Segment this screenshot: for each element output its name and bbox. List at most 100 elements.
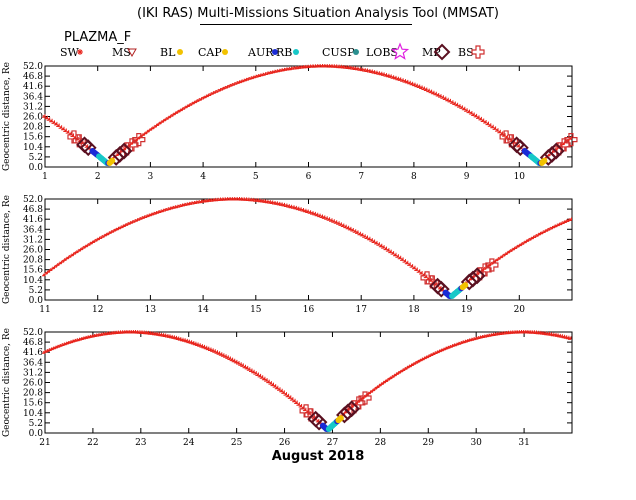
sw-point (383, 246, 387, 251)
y-tick-label: 52.0 (23, 195, 43, 205)
sw-point (350, 66, 354, 70)
sw-point (317, 64, 321, 68)
sw-point (121, 330, 126, 334)
sw-point (113, 330, 117, 335)
sw-point (222, 86, 226, 90)
sw-point (106, 331, 111, 335)
sw-point (319, 64, 323, 68)
sw-point (65, 341, 70, 345)
sw-point (568, 217, 572, 221)
sw-point (302, 208, 307, 213)
sw-point (390, 75, 395, 79)
sw-point (286, 204, 290, 208)
sw-trace (42, 330, 572, 429)
sw-point (473, 113, 478, 118)
x-tick-label: 13 (145, 305, 157, 315)
sw-point (516, 143, 520, 148)
sw-point (281, 390, 285, 394)
sw-point (286, 67, 290, 71)
y-tick-label: 5.2 (29, 286, 43, 296)
sw-point (241, 197, 245, 201)
sw-point (423, 87, 428, 91)
sw-point (445, 97, 449, 102)
sw-point (251, 369, 255, 374)
sw-point (487, 123, 492, 127)
sw-point (383, 73, 387, 77)
sw-point (345, 65, 350, 69)
sw-point (458, 341, 462, 345)
legend-symbol-bl (177, 49, 183, 55)
mp-crossing (543, 146, 561, 163)
y-tick-label: 20.8 (23, 256, 43, 266)
sw-point (177, 204, 181, 208)
sw-point (244, 365, 249, 370)
y-tick-label: 15.6 (23, 133, 43, 143)
sw-point (419, 271, 423, 275)
sw-point (216, 351, 221, 355)
sw-point (61, 126, 65, 131)
sw-point (295, 206, 300, 211)
legend-label-aur: AUR (247, 46, 274, 59)
page-title: (IKI RAS) Multi-Missions Situation Analy… (137, 6, 499, 21)
sw-point (488, 333, 492, 337)
sw-point (91, 334, 96, 338)
y-axis-title: Geocentric distance, Re (2, 328, 12, 437)
x-tick-label: 9 (464, 172, 470, 182)
y-tick-label: 41.6 (23, 215, 43, 225)
sw-point (326, 217, 331, 221)
legend-label-rb: RB (276, 46, 292, 59)
sw-point (225, 355, 229, 359)
sw-point (347, 226, 352, 231)
sw-point (331, 219, 335, 223)
sw-point (568, 136, 572, 140)
sw-point (224, 197, 229, 201)
x-tick-label: 17 (355, 305, 367, 315)
sw-point (561, 334, 566, 339)
sw-point (440, 95, 444, 99)
sw-point (234, 81, 238, 85)
mission-name: PLAZMA_F (64, 30, 132, 45)
bs-crossing (557, 138, 571, 152)
sw-point (289, 397, 294, 401)
sw-point (307, 210, 312, 214)
sw-point (205, 198, 210, 203)
perigee-crossings (499, 130, 578, 167)
y-tick-label: 10.4 (23, 143, 43, 153)
sw-point (485, 121, 489, 126)
x-tick-label: 21 (39, 438, 50, 448)
sw-point (236, 361, 240, 365)
y-tick-label: 52.0 (23, 62, 43, 72)
y-tick-label: 5.2 (29, 153, 43, 163)
sw-point (229, 197, 233, 201)
legend-symbol-lobs (390, 42, 410, 60)
sw-point (248, 197, 252, 202)
sw-point (352, 229, 357, 233)
sw-point (200, 199, 205, 203)
sw-point (277, 387, 281, 391)
sw-point (262, 72, 266, 76)
sw-point (433, 91, 437, 96)
bs-crossing (485, 258, 499, 272)
sw-point (227, 197, 231, 201)
legend-symbol-bs (471, 45, 485, 59)
bs-crossing (132, 133, 146, 147)
sw-point (462, 339, 466, 344)
sw-point (362, 68, 366, 72)
sw-point (203, 199, 207, 203)
sw-point (123, 330, 128, 334)
sw-point (260, 72, 264, 77)
sw-point (357, 67, 361, 71)
sw-point (395, 254, 399, 258)
sw-point (245, 197, 250, 201)
sw-point (381, 72, 385, 76)
sw-point (555, 333, 559, 337)
sw-point (455, 341, 460, 346)
sw-point (378, 71, 383, 76)
sw-point (240, 363, 244, 367)
sw-point (340, 223, 345, 227)
sw-point (475, 336, 479, 340)
sw-point (257, 198, 262, 203)
sw-point (128, 330, 132, 334)
sw-point (345, 225, 350, 230)
sw-point (80, 336, 85, 340)
